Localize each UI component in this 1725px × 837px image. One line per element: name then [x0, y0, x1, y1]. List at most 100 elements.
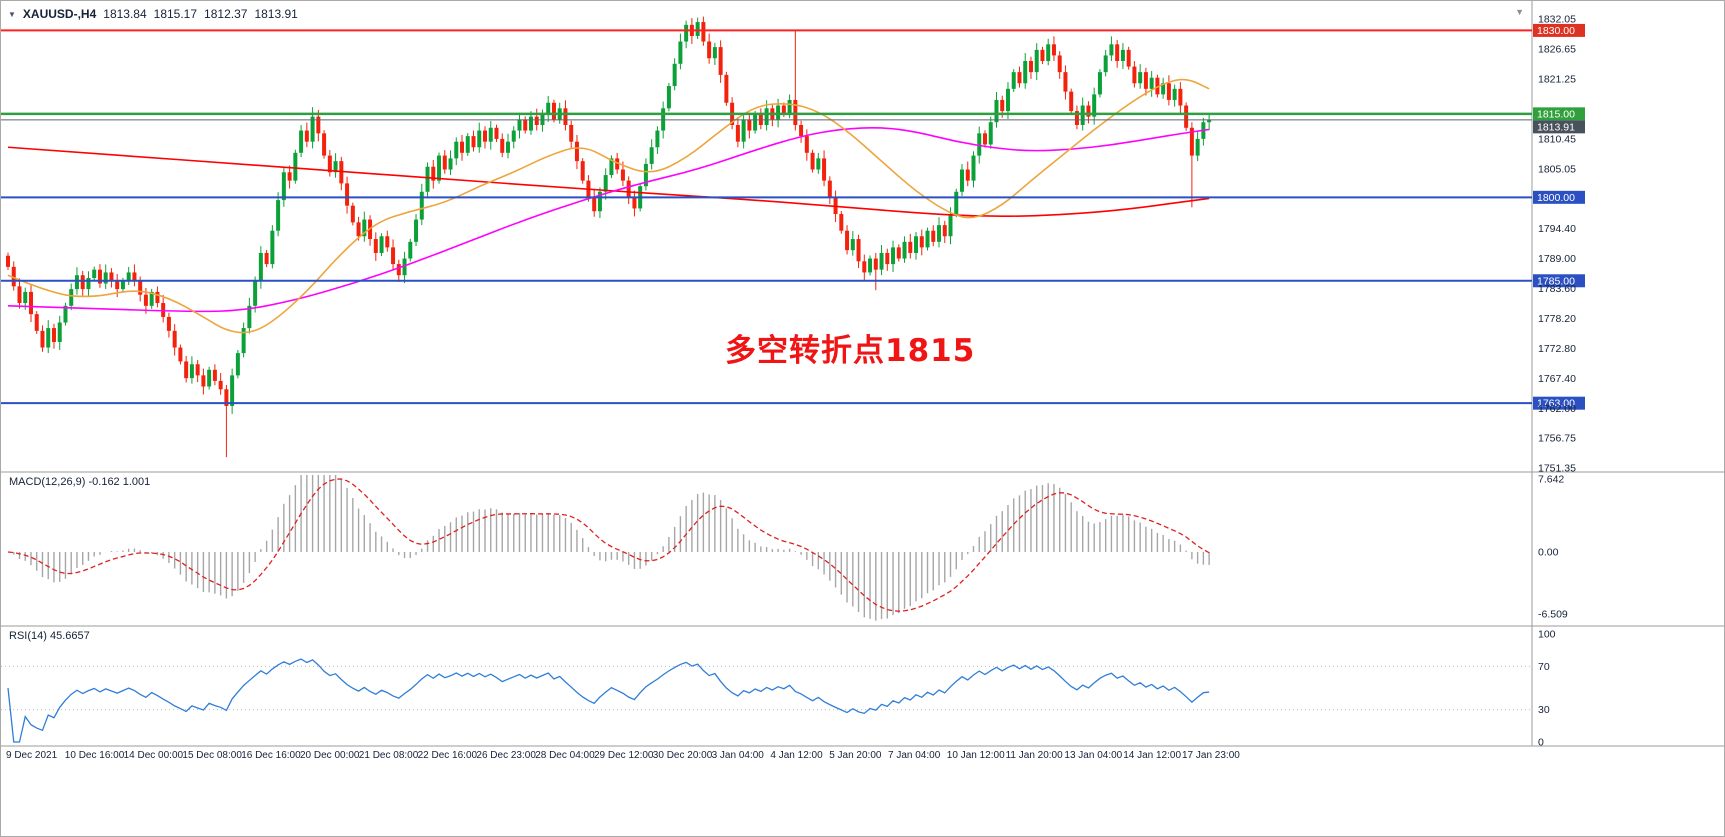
- candle-body: [931, 230, 936, 242]
- candle-body: [1115, 44, 1120, 62]
- candle-body: [678, 41, 683, 64]
- candle-body: [465, 136, 470, 153]
- candle-body: [339, 161, 344, 184]
- candle-body: [373, 239, 378, 253]
- candle-body: [799, 124, 804, 137]
- candle-body: [856, 239, 861, 262]
- ohlc-open: 1813.84: [103, 7, 147, 21]
- symbol-dropdown-icon[interactable]: ▼: [8, 9, 16, 19]
- candle-body: [569, 124, 574, 142]
- candle-body: [293, 152, 298, 181]
- time-axis-label: 20 Dec 00:00: [300, 750, 360, 761]
- candle-body: [592, 197, 597, 212]
- candle-body: [695, 22, 700, 36]
- price-axis-label: 1826.65: [1538, 44, 1576, 56]
- candle-body: [914, 236, 919, 253]
- candle-body: [34, 314, 39, 331]
- candle-body: [1149, 77, 1154, 89]
- candle-body: [942, 225, 947, 237]
- candle-body: [655, 130, 660, 148]
- candle-body: [787, 99, 792, 114]
- ohlc-high: 1815.17: [153, 7, 198, 21]
- candle-body: [345, 183, 350, 206]
- chart-shift-icon: ▼: [1515, 7, 1524, 17]
- candle-body: [839, 214, 844, 231]
- candle-body: [92, 269, 97, 278]
- price-axis-label: 1821.25: [1538, 74, 1576, 86]
- time-axis-label: 26 Dec 23:00: [476, 750, 536, 761]
- candle-body: [1000, 99, 1005, 112]
- time-axis-label: 14 Dec 00:00: [124, 750, 184, 761]
- candle-body: [816, 158, 821, 170]
- candle-body: [810, 152, 815, 170]
- candle-body: [207, 369, 212, 387]
- candle-body: [977, 133, 982, 156]
- candle-body: [276, 200, 281, 231]
- rsi-panel-label: RSI(14) 45.6657: [9, 630, 90, 642]
- ma-line-medium: [7, 127, 1210, 313]
- candle-body: [603, 175, 608, 192]
- candle-body: [350, 205, 355, 223]
- candle-body: [51, 328, 56, 342]
- candle-body: [1166, 83, 1171, 100]
- candle-body: [120, 280, 125, 290]
- price-badge-text: 1830.00: [1537, 25, 1575, 37]
- candle-body: [500, 138, 505, 153]
- candle-body: [138, 280, 143, 295]
- candle-body: [960, 169, 965, 192]
- candle-body: [580, 161, 585, 181]
- time-axis-label: 10 Dec 16:00: [65, 750, 125, 761]
- rsi-axis-label: 100: [1538, 629, 1556, 641]
- candle-body: [707, 41, 712, 59]
- candle-body: [460, 141, 465, 153]
- candle-body: [1028, 61, 1033, 73]
- candle-body: [1086, 105, 1091, 117]
- candle-body: [178, 347, 183, 362]
- chart-annotation-text[interactable]: 多空转折点1815: [725, 333, 976, 369]
- candle-body: [241, 328, 246, 354]
- candle-body: [264, 252, 269, 265]
- price-badge: [1533, 396, 1585, 410]
- candle-body: [253, 280, 258, 306]
- candle-body: [1132, 66, 1137, 84]
- candle-body: [149, 291, 154, 306]
- candle-body: [845, 230, 850, 251]
- candle-body: [74, 275, 79, 290]
- candle-body: [1017, 72, 1022, 84]
- candle-body: [701, 22, 706, 42]
- price-axis-label: 1832.05: [1538, 14, 1576, 26]
- candle-body: [718, 47, 723, 75]
- candle-body: [511, 130, 516, 142]
- candle-body: [1195, 138, 1200, 156]
- candle-body: [1126, 49, 1131, 67]
- time-axis-label: 9 Dec 2021: [6, 750, 58, 761]
- price-axis-label: 1772.80: [1538, 343, 1576, 355]
- candle-body: [235, 353, 240, 376]
- candle-body: [391, 247, 396, 265]
- candle-body: [1005, 88, 1010, 112]
- time-axis-label: 11 Jan 20:00: [1006, 750, 1064, 761]
- candle-body: [850, 239, 855, 251]
- macd-indicator-name: MACD(12,26,9): [9, 476, 86, 488]
- candle-body: [1207, 119, 1212, 123]
- rsi-axis-label: 70: [1538, 661, 1550, 673]
- candle-body: [896, 247, 901, 259]
- candle-body: [356, 222, 361, 237]
- rsi-axis-label: 0: [1538, 737, 1544, 749]
- candle-body: [316, 116, 321, 134]
- time-axis-label: 15 Dec 08:00: [182, 750, 242, 761]
- candle-body: [172, 330, 177, 348]
- candle-body: [1138, 72, 1143, 84]
- candle-body: [753, 113, 758, 131]
- candle-body: [793, 99, 798, 125]
- candle-body: [103, 272, 108, 284]
- candle-body: [419, 191, 424, 220]
- candle-body: [597, 191, 602, 212]
- candle-body: [1172, 88, 1177, 100]
- macd-axis-label: 7.642: [1538, 474, 1564, 486]
- candle-body: [937, 225, 942, 242]
- candle-body: [868, 258, 873, 273]
- symbol-period-label: XAUUSD-,H4: [22, 7, 97, 21]
